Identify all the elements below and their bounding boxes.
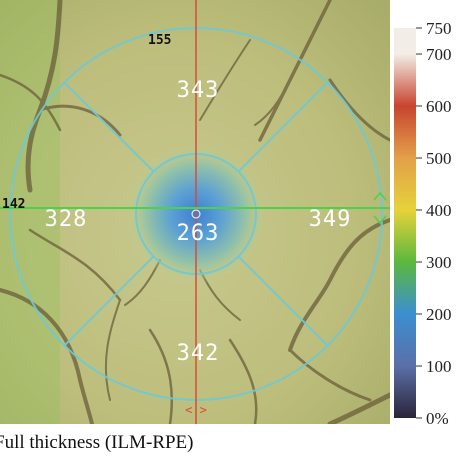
sector-center: 263 bbox=[177, 221, 220, 246]
sector-nasal: 349 bbox=[309, 207, 352, 232]
fovea-center-marker bbox=[191, 209, 201, 219]
bottom-scan-marker: <|> bbox=[185, 403, 207, 417]
grid-spoke-nw bbox=[63, 81, 155, 173]
colorbar-gradient bbox=[394, 28, 416, 418]
figure-caption: Full thickness (ILM-RPE) bbox=[0, 428, 474, 468]
colorbar-tick-label: 600 bbox=[426, 97, 452, 116]
fundus-thickness-map: 343 328 263 349 342 155 142 <|> bbox=[0, 0, 390, 424]
colorbar-tick-label: 300 bbox=[426, 253, 452, 272]
colorbar-tick-label: 700 bbox=[426, 45, 452, 64]
grid-spoke-sw bbox=[63, 255, 155, 347]
sector-superior: 343 bbox=[177, 78, 220, 103]
right-scan-marker bbox=[373, 191, 387, 225]
sector-inferior: 342 bbox=[177, 341, 220, 366]
colorbar-tick-label: 100 bbox=[426, 357, 452, 376]
colorbar-tick-label: 400 bbox=[426, 201, 452, 220]
vertical-line-value: 155 bbox=[148, 33, 171, 48]
grid-spoke-se bbox=[237, 255, 329, 347]
colorbar-tick-label: 0% bbox=[426, 409, 449, 424]
colorbar-tick-label: 500 bbox=[426, 149, 452, 168]
colorbar-tick-label: 200 bbox=[426, 305, 452, 324]
colorbar-tick-label: 750 bbox=[426, 19, 452, 38]
thickness-colorbar: 0% 100 200 300 400 500 600 700 750 bbox=[392, 0, 474, 428]
retinal-vessels bbox=[0, 0, 390, 424]
grid-spoke-ne bbox=[237, 81, 329, 173]
caption-text: Full thickness (ILM-RPE) bbox=[0, 432, 194, 453]
sector-temporal: 328 bbox=[45, 207, 88, 232]
horizontal-line-value: 142 bbox=[2, 197, 25, 212]
